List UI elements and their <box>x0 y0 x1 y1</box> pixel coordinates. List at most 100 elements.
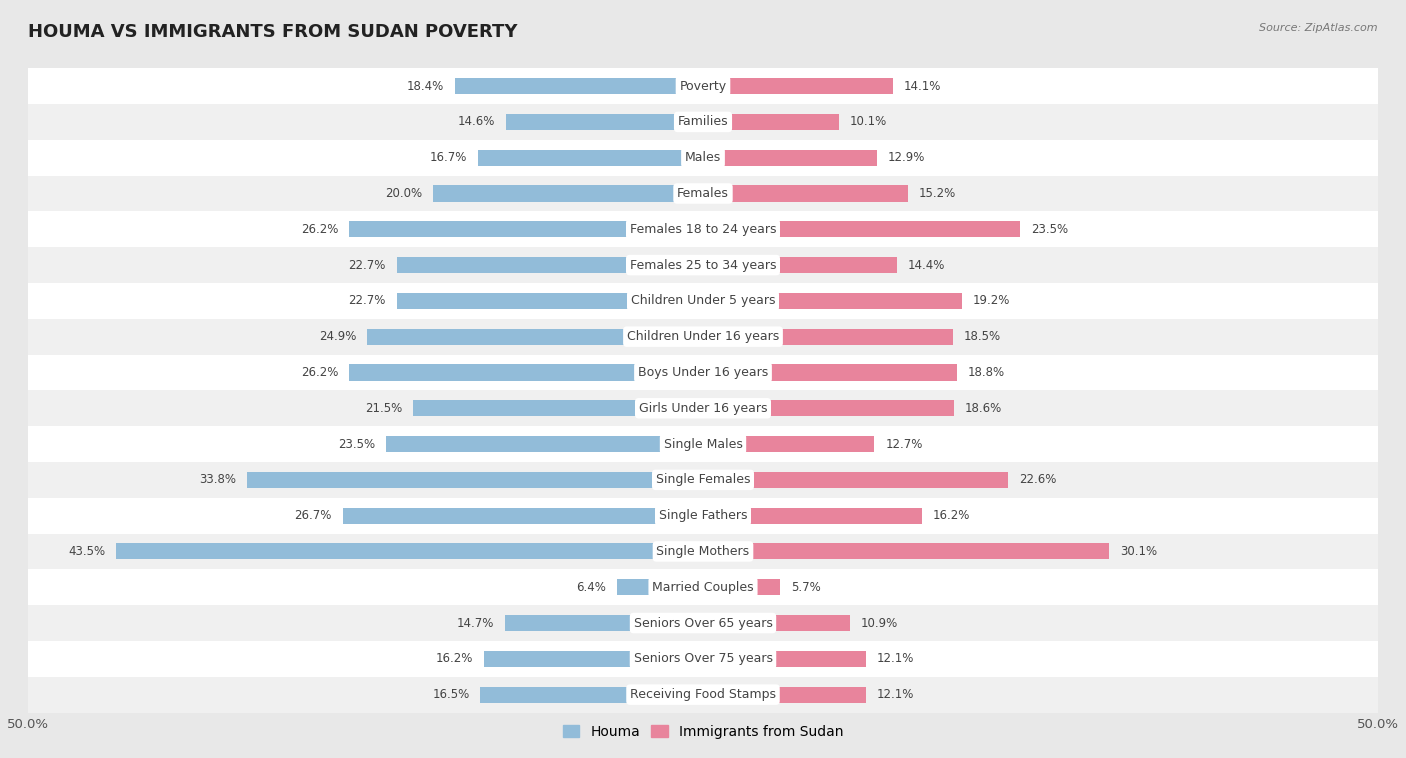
Bar <box>28 390 1378 426</box>
Text: 24.9%: 24.9% <box>319 330 356 343</box>
Bar <box>28 355 1378 390</box>
Bar <box>478 149 703 166</box>
Text: Children Under 5 years: Children Under 5 years <box>631 294 775 308</box>
Bar <box>703 651 866 667</box>
Bar <box>703 78 893 94</box>
Text: 26.2%: 26.2% <box>301 223 339 236</box>
Text: 10.9%: 10.9% <box>860 616 898 630</box>
Text: 16.2%: 16.2% <box>932 509 970 522</box>
Text: 23.5%: 23.5% <box>337 437 375 450</box>
Text: 12.9%: 12.9% <box>889 151 925 164</box>
Text: 16.7%: 16.7% <box>429 151 467 164</box>
Text: 26.2%: 26.2% <box>301 366 339 379</box>
Bar <box>28 641 1378 677</box>
Bar <box>28 569 1378 605</box>
Bar <box>481 687 703 703</box>
Bar <box>703 114 839 130</box>
Bar <box>28 498 1378 534</box>
Bar <box>413 400 703 416</box>
Bar <box>703 543 1109 559</box>
Text: 15.2%: 15.2% <box>920 187 956 200</box>
Text: 18.4%: 18.4% <box>406 80 444 92</box>
Text: Single Fathers: Single Fathers <box>659 509 747 522</box>
Bar <box>506 114 703 130</box>
Text: 6.4%: 6.4% <box>576 581 606 594</box>
Text: Single Males: Single Males <box>664 437 742 450</box>
Text: 10.1%: 10.1% <box>851 115 887 128</box>
Bar <box>28 247 1378 283</box>
Text: 21.5%: 21.5% <box>364 402 402 415</box>
Bar <box>385 436 703 452</box>
Text: 22.7%: 22.7% <box>349 258 385 271</box>
Text: Children Under 16 years: Children Under 16 years <box>627 330 779 343</box>
Bar <box>703 329 953 345</box>
Bar <box>396 257 703 273</box>
Bar <box>28 462 1378 498</box>
Bar <box>28 534 1378 569</box>
Text: Boys Under 16 years: Boys Under 16 years <box>638 366 768 379</box>
Text: Families: Families <box>678 115 728 128</box>
Bar <box>28 104 1378 139</box>
Text: 18.5%: 18.5% <box>963 330 1001 343</box>
Text: 19.2%: 19.2% <box>973 294 1011 308</box>
Text: 18.6%: 18.6% <box>965 402 1002 415</box>
Text: Males: Males <box>685 151 721 164</box>
Bar <box>28 68 1378 104</box>
Bar <box>703 579 780 595</box>
Text: 30.1%: 30.1% <box>1121 545 1157 558</box>
Bar <box>349 365 703 381</box>
Bar <box>433 186 703 202</box>
Legend: Houma, Immigrants from Sudan: Houma, Immigrants from Sudan <box>557 719 849 744</box>
Bar <box>703 687 866 703</box>
Text: 26.7%: 26.7% <box>294 509 332 522</box>
Bar <box>28 426 1378 462</box>
Text: Source: ZipAtlas.com: Source: ZipAtlas.com <box>1260 23 1378 33</box>
Bar <box>28 211 1378 247</box>
Text: 5.7%: 5.7% <box>790 581 821 594</box>
Text: 22.7%: 22.7% <box>349 294 385 308</box>
Bar <box>703 257 897 273</box>
Bar <box>703 186 908 202</box>
Bar <box>703 365 956 381</box>
Bar <box>505 615 703 631</box>
Bar <box>703 508 922 524</box>
Text: 14.7%: 14.7% <box>457 616 494 630</box>
Bar <box>454 78 703 94</box>
Text: Females 25 to 34 years: Females 25 to 34 years <box>630 258 776 271</box>
Text: Single Mothers: Single Mothers <box>657 545 749 558</box>
Bar <box>28 677 1378 713</box>
Bar <box>247 471 703 488</box>
Text: Girls Under 16 years: Girls Under 16 years <box>638 402 768 415</box>
Text: Single Females: Single Females <box>655 473 751 487</box>
Bar <box>28 283 1378 319</box>
Bar <box>703 293 962 309</box>
Text: 23.5%: 23.5% <box>1031 223 1069 236</box>
Bar <box>703 149 877 166</box>
Text: Receiving Food Stamps: Receiving Food Stamps <box>630 688 776 701</box>
Text: 14.4%: 14.4% <box>908 258 946 271</box>
Text: 12.1%: 12.1% <box>877 653 914 666</box>
Bar <box>367 329 703 345</box>
Bar <box>115 543 703 559</box>
Text: Females: Females <box>678 187 728 200</box>
Bar <box>28 176 1378 211</box>
Bar <box>703 221 1021 237</box>
Bar <box>703 471 1008 488</box>
Text: 33.8%: 33.8% <box>200 473 236 487</box>
Text: 16.2%: 16.2% <box>436 653 474 666</box>
Text: HOUMA VS IMMIGRANTS FROM SUDAN POVERTY: HOUMA VS IMMIGRANTS FROM SUDAN POVERTY <box>28 23 517 41</box>
Text: 14.6%: 14.6% <box>458 115 495 128</box>
Bar <box>28 139 1378 176</box>
Text: 12.7%: 12.7% <box>886 437 922 450</box>
Text: 18.8%: 18.8% <box>967 366 1005 379</box>
Text: 43.5%: 43.5% <box>67 545 105 558</box>
Bar <box>28 605 1378 641</box>
Bar <box>484 651 703 667</box>
Bar <box>703 400 955 416</box>
Text: 16.5%: 16.5% <box>432 688 470 701</box>
Text: Poverty: Poverty <box>679 80 727 92</box>
Text: Females 18 to 24 years: Females 18 to 24 years <box>630 223 776 236</box>
Text: Married Couples: Married Couples <box>652 581 754 594</box>
Bar <box>28 319 1378 355</box>
Text: 20.0%: 20.0% <box>385 187 422 200</box>
